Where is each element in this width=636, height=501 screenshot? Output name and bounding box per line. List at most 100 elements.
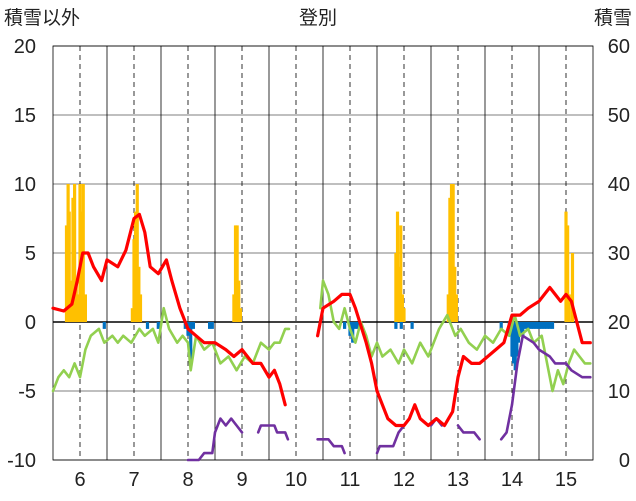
x-tick-label: 10 [285, 469, 307, 491]
bar-mark [453, 266, 457, 322]
bar-mark [233, 225, 238, 322]
x-tick-label: 12 [393, 469, 415, 491]
bar-mark [451, 184, 455, 322]
bar-mark [130, 308, 134, 322]
bar-mark [73, 184, 77, 322]
bar-mark [232, 294, 236, 322]
series-line [316, 285, 592, 428]
bar-mark [67, 211, 71, 322]
bar-mark [235, 225, 239, 322]
bar-mark [356, 322, 360, 329]
bar-mark [545, 322, 549, 329]
bar-mark [526, 322, 530, 329]
grid [53, 45, 593, 461]
bar-mark [135, 184, 139, 322]
series-line [316, 438, 346, 455]
bar-mark [238, 308, 242, 322]
x-tick-label: 14 [501, 469, 523, 491]
y-left-ticks: 20 15 10 5 0 -5 -10 [7, 36, 36, 472]
bar-mark [510, 322, 514, 357]
bar-mark [537, 322, 541, 329]
y-right-tick-label: 0 [619, 450, 630, 472]
y-right-tick-label: 40 [608, 174, 630, 196]
y-right-tick-label: 60 [608, 36, 630, 58]
bar-mark [343, 322, 347, 329]
bar-mark [446, 294, 450, 322]
y-right-tick-label: 10 [608, 381, 630, 403]
bar-mark [513, 322, 517, 371]
bar-mark [208, 322, 212, 329]
series-line [186, 417, 244, 462]
series-line [51, 212, 287, 407]
bar-mark [548, 322, 552, 329]
bar-mark [542, 322, 546, 329]
x-tick-label: 7 [128, 469, 139, 491]
bar-mark [515, 322, 519, 357]
chart-title: 登別 [299, 7, 337, 29]
bar-mark [64, 225, 69, 322]
bar-mark [448, 197, 452, 322]
x-tick-label: 13 [447, 469, 469, 491]
series-line [456, 424, 481, 441]
y-left-tick-label: 5 [25, 243, 36, 265]
y-left-label: 積雪以外 [4, 7, 80, 29]
bar-mark [74, 280, 78, 322]
y-right-tick-label: 50 [608, 105, 630, 127]
y-left-tick-label: 10 [14, 174, 36, 196]
series-line [499, 334, 592, 441]
series-lines [51, 212, 592, 462]
bar-mark [410, 322, 414, 329]
bar-mark [397, 266, 401, 322]
series-line [319, 279, 592, 393]
bar-mark [395, 211, 400, 322]
bar-mark [137, 266, 141, 322]
bar-mark [102, 322, 106, 329]
plot-area-group [51, 45, 594, 462]
y-left-tick-label: 15 [14, 105, 36, 127]
bar-mark [71, 197, 75, 322]
bar-mark [78, 184, 82, 322]
x-tick-label: 15 [555, 469, 577, 491]
bar-mark [550, 322, 555, 329]
y-right-tick-label: 20 [608, 312, 630, 334]
y-right-ticks: 60 50 40 30 20 10 0 [608, 36, 630, 472]
bar-mark [499, 322, 503, 329]
series-line [375, 424, 406, 455]
bar-mark [353, 322, 357, 329]
y-right-tick-label: 30 [608, 243, 630, 265]
bar-mark [567, 294, 571, 322]
bar-mark [402, 308, 406, 322]
bar-mark [540, 322, 544, 329]
y-left-tick-label: -5 [18, 381, 36, 403]
bar-mark [523, 322, 528, 329]
bar-mark [570, 253, 575, 322]
y-left-tick-label: -10 [7, 450, 36, 472]
bar-mark [399, 322, 403, 329]
bar-mark [189, 322, 193, 364]
bar-mark [532, 322, 536, 329]
bar-mark [134, 211, 138, 322]
bar-mark [449, 184, 454, 322]
bar-mark [138, 294, 143, 322]
bar-mark [132, 239, 136, 322]
bar-mark [76, 294, 80, 322]
x-tick-label: 11 [340, 469, 361, 491]
bar-mark [399, 225, 403, 322]
bar-mark [83, 294, 87, 322]
bar-mark [564, 211, 568, 322]
bar-mark [237, 280, 241, 322]
bar-mark [529, 322, 533, 329]
bar-mark [512, 322, 516, 364]
bar-mark [566, 225, 570, 322]
bar-mark [191, 322, 195, 329]
bar-mark [400, 294, 404, 322]
bar-mark [521, 322, 525, 336]
bar-mark [534, 322, 538, 329]
y-right-label: 積雪 [594, 7, 632, 29]
bar-mark [394, 253, 398, 322]
y-left-tick-label: 20 [14, 36, 36, 58]
bar-mark [156, 322, 160, 329]
bar-mark [145, 322, 150, 329]
x-tick-label: 9 [236, 469, 247, 491]
